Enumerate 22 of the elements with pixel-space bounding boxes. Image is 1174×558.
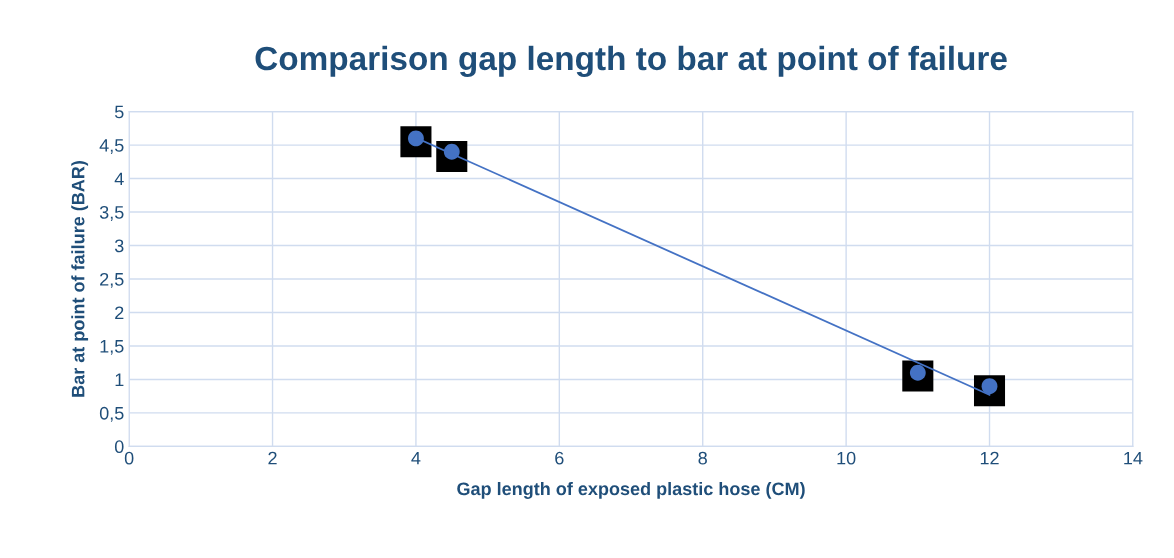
- x-tick-label: 0: [124, 451, 134, 465]
- x-axis-title: Gap length of exposed plastic hose (CM): [457, 481, 805, 499]
- y-tick-label: 1: [115, 373, 124, 386]
- y-tick-label: 5: [114, 105, 124, 119]
- x-tick-label: 12: [980, 451, 999, 465]
- y-tick-label: 1,5: [100, 340, 124, 355]
- y-tick-label: 2: [115, 306, 124, 320]
- y-tick-label: 3: [114, 239, 124, 253]
- x-tick-label: 10: [837, 451, 856, 465]
- x-tick-label: 2: [268, 451, 277, 465]
- y-axis-title: Bar at point of failure (BAR): [71, 161, 89, 397]
- x-tick-label: 8: [698, 451, 707, 465]
- y-tick-label: 4,5: [99, 139, 124, 154]
- x-tick-label: 4: [411, 451, 421, 465]
- x-tick-label: 14: [1124, 451, 1143, 465]
- y-tick-label: 0,5: [99, 406, 124, 422]
- chart-title: Comparison gap length to bar at point of failure: [255, 45, 1007, 77]
- y-tick-label: 3,5: [99, 205, 124, 221]
- y-tick-label: 0: [114, 440, 124, 454]
- x-tick-label: 6: [555, 451, 564, 465]
- y-tick-label: 4: [114, 172, 124, 186]
- y-tick-label: 2,5: [100, 272, 124, 288]
